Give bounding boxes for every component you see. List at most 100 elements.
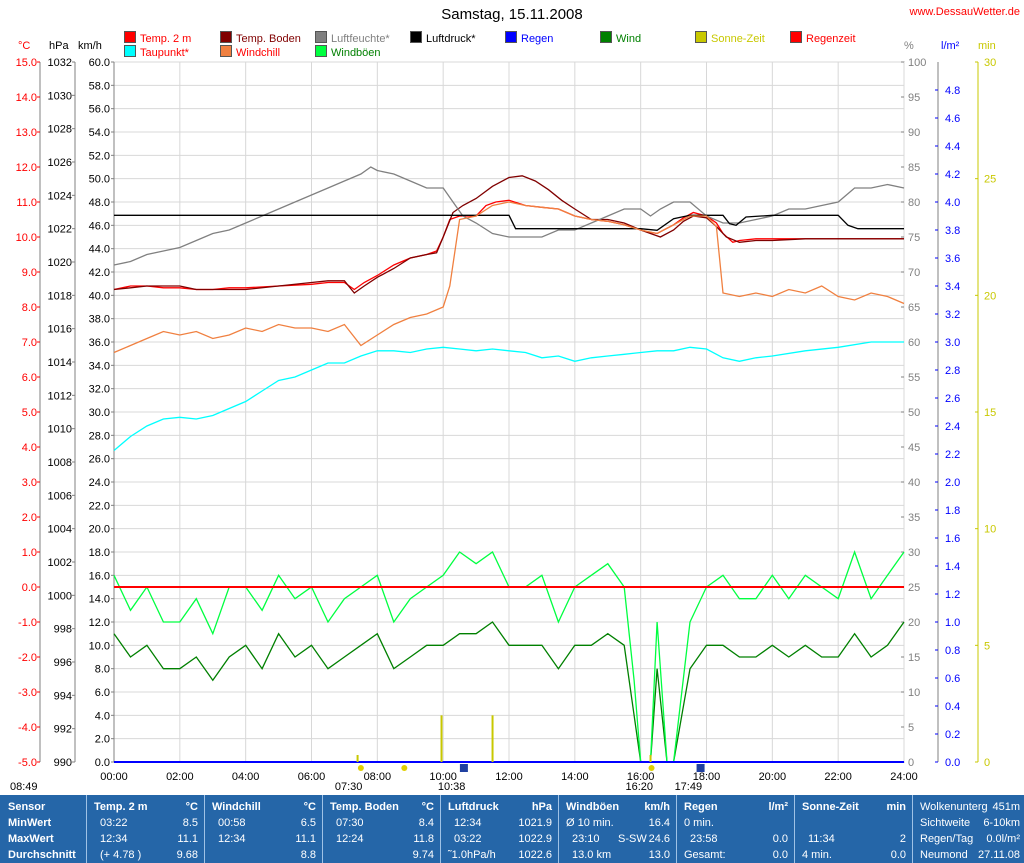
x-tick-label: 14:00 bbox=[561, 771, 589, 783]
temp2m-max-val: 11.1 bbox=[177, 833, 198, 845]
site-link[interactable]: www.DessauWetter.de bbox=[909, 6, 1020, 18]
y-tick-label-rain: 0.4 bbox=[945, 701, 960, 713]
y-tick-label-pressure: 1020 bbox=[48, 257, 72, 269]
y-tick-label-rain: 4.2 bbox=[945, 169, 960, 181]
y-tick-label-wind: 60.0 bbox=[89, 57, 110, 69]
windboeen-r3a: 13.0 km bbox=[572, 849, 612, 861]
y-tick-label-humidity: 85 bbox=[908, 162, 920, 174]
legend-item: Temp. 2 m bbox=[124, 31, 191, 45]
series-line bbox=[113, 341, 904, 451]
luftdruck-unit: hPa bbox=[531, 801, 552, 813]
sonne-r2b: 2 bbox=[899, 833, 906, 845]
y-tick-label-wind: 0.0 bbox=[95, 757, 110, 769]
y-tick-label-humidity: 90 bbox=[908, 127, 920, 139]
y-tick-label-wind: 22.0 bbox=[89, 500, 110, 512]
legend-label: Luftfeuchte* bbox=[331, 33, 390, 45]
y-tick-label-sun: 30 bbox=[984, 57, 996, 69]
unit-pressure: hPa bbox=[49, 40, 69, 52]
y-tick-label-rain: 3.6 bbox=[945, 253, 960, 265]
y-tick-label-rain: 3.8 bbox=[945, 225, 960, 237]
x-tick-label: 18:00 bbox=[693, 771, 721, 783]
legend-item: Wind bbox=[600, 31, 641, 45]
y-tick-label-pressure: 1002 bbox=[48, 557, 72, 569]
y-tick-label-wind: 58.0 bbox=[89, 80, 110, 92]
y-tick-label-wind: 32.0 bbox=[89, 384, 110, 396]
windboeen-r2c: 24.6 bbox=[648, 833, 670, 845]
legend-swatch bbox=[315, 45, 327, 57]
sun-bar bbox=[491, 715, 494, 762]
luftdruck-avg-note: ˜1.0hPa/h bbox=[448, 849, 496, 861]
y-tick-label-pressure: 994 bbox=[54, 690, 72, 702]
row-label-max: MaxWert bbox=[8, 833, 54, 845]
regen-r3b: 0.0 bbox=[772, 849, 788, 861]
windchill-unit: °C bbox=[303, 801, 316, 813]
y-tick-label-humidity: 40 bbox=[908, 477, 920, 489]
y-tick-label-pressure: 1006 bbox=[48, 490, 72, 502]
y-tick-label-humidity: 35 bbox=[908, 512, 920, 524]
regen-r1a: 0 min. bbox=[684, 817, 714, 829]
stats-info: Wolkenunterg 451m Sichtweite 6-10km Rege… bbox=[912, 795, 1024, 863]
x-tick-label: 04:00 bbox=[232, 771, 260, 783]
stats-tempboden: Temp. Boden °C 07:30 8.4 12:24 11.8 9.74 bbox=[322, 795, 441, 863]
y-tick-label-sun: 15 bbox=[984, 407, 996, 419]
y-tick-label-wind: 8.0 bbox=[95, 664, 110, 676]
y-tick-label-pressure: 1008 bbox=[48, 457, 72, 469]
y-tick-label-pressure: 1030 bbox=[48, 90, 72, 102]
y-tick-label-humidity: 10 bbox=[908, 687, 920, 699]
y-tick-label-temp: 9.0 bbox=[22, 267, 37, 279]
x-tick-label: 08:00 bbox=[364, 771, 392, 783]
tempboden-title: Temp. Boden bbox=[330, 801, 399, 813]
y-tick-label-rain: 0.2 bbox=[945, 729, 960, 741]
y-tick-label-rain: 4.0 bbox=[945, 197, 960, 209]
y-tick-label-wind: 46.0 bbox=[89, 220, 110, 232]
legend-swatch bbox=[315, 31, 327, 43]
moon-icon bbox=[459, 764, 468, 772]
windchill-avg-val: 8.8 bbox=[300, 849, 316, 861]
y-tick-label-wind: 24.0 bbox=[89, 477, 110, 489]
y-tick-label-humidity: 0 bbox=[908, 757, 914, 769]
y-tick-label-wind: 16.0 bbox=[89, 570, 110, 582]
regen-r2a: 23:58 bbox=[690, 833, 718, 845]
y-tick-label-pressure: 1004 bbox=[48, 524, 72, 536]
unit-humidity: % bbox=[904, 40, 914, 52]
y-tick-label-wind: 12.0 bbox=[89, 617, 110, 629]
temp2m-title: Temp. 2 m bbox=[94, 801, 148, 813]
sun-icon bbox=[648, 765, 655, 771]
stats-regen: Regen l/m² 0 min. 23:58 0.0 Gesamt: 0.0 bbox=[676, 795, 795, 863]
x-tick-label: 06:00 bbox=[298, 771, 326, 783]
y-tick-label-temp: 2.0 bbox=[22, 512, 37, 524]
y-tick-label-wind: 42.0 bbox=[89, 267, 110, 279]
windboeen-r1a: Ø 10 min. bbox=[566, 817, 614, 829]
y-tick-label-sun: 10 bbox=[984, 524, 996, 536]
y-tick-label-humidity: 65 bbox=[908, 302, 920, 314]
y-tick-label-wind: 48.0 bbox=[89, 197, 110, 209]
windboeen-r1b: 16.4 bbox=[648, 817, 670, 829]
sonne-r3a: 4 min. bbox=[802, 849, 832, 861]
legend-item: Luftdruck* bbox=[410, 31, 476, 45]
y-tick-label-pressure: 996 bbox=[54, 657, 72, 669]
x-tick-label: 00:00 bbox=[100, 771, 128, 783]
y-tick-label-temp: 14.0 bbox=[16, 92, 37, 104]
windboeen-r3b: 13.0 bbox=[648, 849, 670, 861]
y-tick-label-rain: 4.4 bbox=[945, 141, 960, 153]
legend-label: Sonne-Zeit bbox=[711, 33, 765, 45]
y-tick-label-temp: -4.0 bbox=[18, 722, 37, 734]
y-tick-label-sun: 5 bbox=[984, 640, 990, 652]
legend-swatch bbox=[124, 31, 136, 43]
y-tick-label-pressure: 1032 bbox=[48, 57, 72, 69]
legend-item: Taupunkt* bbox=[124, 45, 189, 59]
y-tick-label-rain: 3.0 bbox=[945, 337, 960, 349]
unit-temp: °C bbox=[18, 40, 31, 52]
y-tick-label-temp: 3.0 bbox=[22, 477, 37, 489]
temp2m-min-val: 8.5 bbox=[182, 817, 198, 829]
stats-windboeen: Windböen km/h Ø 10 min. 16.4 23:10 S-SW … bbox=[558, 795, 677, 863]
legend-label: Windchill bbox=[236, 47, 281, 59]
y-tick-label-pressure: 1016 bbox=[48, 324, 72, 336]
legend-item: Windböen bbox=[315, 45, 381, 59]
temp2m-max-time: 12:34 bbox=[100, 833, 128, 845]
sun-bar bbox=[649, 755, 652, 762]
legend-swatch bbox=[124, 45, 136, 57]
y-tick-label-pressure: 1014 bbox=[48, 357, 72, 369]
y-tick-label-humidity: 60 bbox=[908, 337, 920, 349]
temp2m-avg-val: 9.68 bbox=[176, 849, 198, 861]
